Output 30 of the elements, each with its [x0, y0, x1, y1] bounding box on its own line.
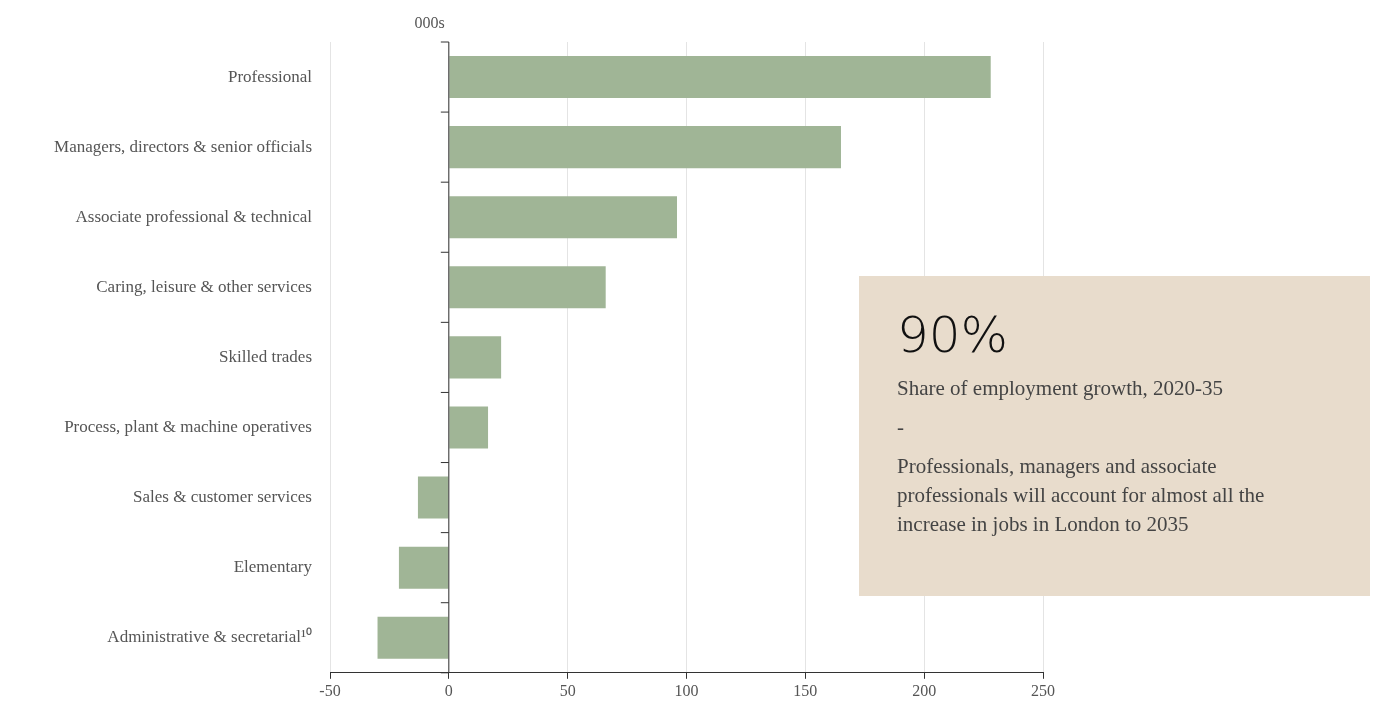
annotation: Share of employment growth, 2020-35 — [897, 375, 1225, 402]
bar — [417, 476, 449, 519]
bar — [377, 616, 449, 659]
annotation: Professionals, managers and associate professionals will account for almost all the increase in jobs in London to 2035 — [897, 453, 1266, 538]
y-tick-label: Sales & customer services — [133, 487, 312, 507]
bar — [449, 336, 502, 379]
x-tick-label: 150 — [793, 681, 818, 699]
x-axis-title: 000s — [414, 14, 445, 32]
y-tick-label: Managers, directors & senior officials — [54, 136, 312, 156]
bar — [449, 406, 489, 449]
y-tick-label: Caring, leisure & other services — [96, 276, 312, 296]
bar — [449, 126, 841, 169]
x-tick-label: 50 — [559, 681, 576, 699]
y-tick-label: Process, plant & machine operatives — [64, 416, 312, 436]
y-tick-label: Administrative & secretarial¹⁰ — [107, 627, 312, 647]
y-tick-label: Associate professional & technical — [75, 206, 313, 226]
bar — [449, 196, 677, 239]
y-tick-label: Professional — [227, 66, 313, 86]
x-tick-label: 250 — [1031, 681, 1055, 699]
y-tick-label: Elementary — [233, 557, 313, 577]
bar — [449, 266, 606, 309]
annotation: - — [897, 414, 905, 441]
x-tick-label: -50 — [319, 681, 341, 699]
bar — [449, 56, 991, 99]
annotation: 90% — [897, 306, 1010, 364]
x-tick-label: 0 — [444, 681, 453, 699]
bar — [398, 546, 449, 589]
x-tick-label: 100 — [674, 681, 699, 699]
x-tick-label: 200 — [912, 681, 937, 699]
y-tick-label: Skilled trades — [218, 346, 312, 366]
